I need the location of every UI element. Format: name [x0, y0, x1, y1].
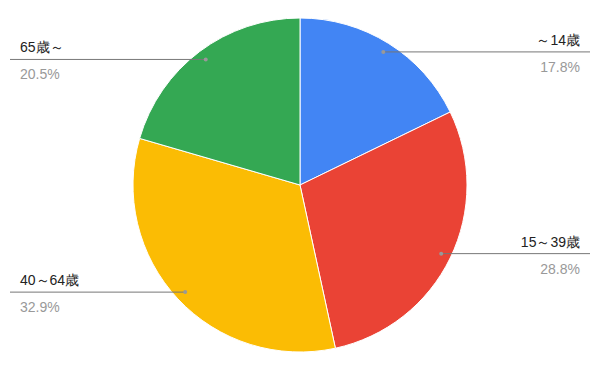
category-label: 40～64歳: [20, 272, 79, 288]
labels: ～14歳 17.8% 15～39歳 28.8% 40～64歳 32.9% 65歳～ 20.5%: [10, 32, 590, 315]
leader-dot: [204, 57, 208, 61]
leader-dot: [439, 252, 443, 256]
pie-slice: [140, 18, 300, 185]
pie-slice: [133, 138, 335, 352]
category-label: ～14歳: [536, 32, 580, 48]
leader-dot: [381, 50, 385, 54]
data-label: 32.9%: [20, 299, 60, 315]
leader-line: [10, 292, 185, 293]
leader-line: [10, 59, 206, 60]
category-label: 65歳～: [20, 39, 64, 55]
leader-line: [441, 253, 590, 254]
category-label: 15～39歳: [521, 234, 580, 250]
data-label: 17.8%: [540, 59, 580, 75]
data-label: 28.8%: [540, 261, 580, 277]
pie: [133, 18, 467, 352]
leader-dot: [183, 290, 187, 294]
leader-line: [383, 51, 590, 52]
chart: ～14歳 17.8% 15～39歳 28.8% 40～64歳 32.9% 65歳～ 20.5%: [0, 0, 600, 371]
data-label: 20.5%: [20, 66, 60, 82]
